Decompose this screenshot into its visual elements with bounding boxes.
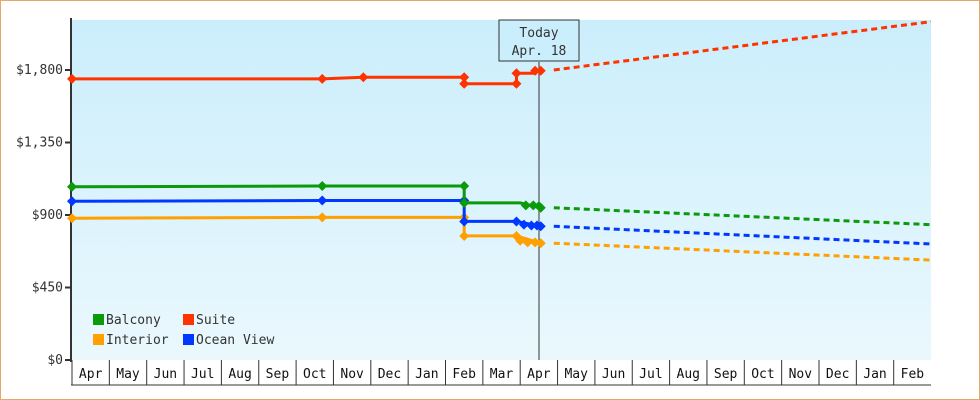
legend-label: Interior [106, 333, 169, 348]
data-point-marker[interactable] [520, 200, 531, 211]
x-tick-label: Jun [154, 367, 177, 382]
x-tick-label: Feb [901, 367, 925, 382]
series-lines [67, 20, 932, 262]
data-point-marker[interactable] [511, 68, 522, 79]
data-point-marker[interactable] [317, 212, 328, 223]
x-tick-label: Dec [378, 367, 401, 382]
x-tick-label: Nov [789, 367, 813, 382]
x-tick-label: Feb [452, 367, 476, 382]
forecast-line [553, 224, 932, 246]
today-marker: Today Apr. 18 [498, 19, 580, 360]
legend-label: Balcony [106, 313, 161, 328]
series-suite [67, 20, 932, 89]
data-point-marker[interactable] [459, 230, 470, 241]
x-tick-label: Apr [527, 367, 551, 382]
y-tick-label: $450 [32, 281, 63, 296]
data-point-marker[interactable] [317, 181, 328, 191]
data-point-marker[interactable] [459, 216, 470, 227]
data-point-marker[interactable] [511, 216, 522, 227]
x-tick-label: May [564, 367, 588, 382]
series-balcony [67, 181, 932, 227]
data-point-marker[interactable] [459, 181, 470, 191]
y-tick-label: $0 [47, 353, 63, 368]
legend-swatch [93, 334, 104, 345]
data-point-marker[interactable] [459, 78, 470, 89]
y-tick-label: $1,800 [16, 63, 63, 78]
data-point-marker[interactable] [358, 72, 369, 83]
data-point-marker[interactable] [67, 196, 77, 207]
x-tick-label: Aug [677, 367, 700, 382]
data-point-marker[interactable] [535, 202, 546, 213]
data-point-marker[interactable] [67, 213, 77, 224]
data-point-marker[interactable] [317, 195, 328, 206]
x-tick-label: Jul [191, 367, 214, 382]
forecast-line [553, 20, 932, 72]
data-point-marker[interactable] [535, 238, 546, 249]
legend-swatch [183, 314, 194, 325]
forecast-line [553, 206, 932, 227]
data-point-marker[interactable] [459, 197, 470, 208]
data-point-marker[interactable] [522, 237, 533, 248]
data-point-marker[interactable] [515, 235, 526, 246]
x-tick-label: Jan [863, 367, 886, 382]
x-tick-label: Aug [228, 367, 251, 382]
y-axis: $0 $450 $900 $1,350 $1,800 [16, 18, 72, 368]
plot-area [72, 20, 931, 360]
x-tick-label: Jan [415, 367, 438, 382]
legend-label: Ocean View [196, 333, 274, 348]
legend: Balcony Suite Interior Ocean View [93, 313, 274, 348]
legend-item-balcony[interactable]: Balcony [93, 313, 161, 328]
data-point-marker[interactable] [67, 73, 77, 84]
x-tick-label: Oct [751, 367, 774, 382]
data-point-marker[interactable] [67, 181, 77, 192]
x-tick-label: Sep [266, 367, 290, 382]
legend-item-ocean-view[interactable]: Ocean View [183, 333, 274, 348]
x-axis: Apr May Jun Jul Aug Sep Oct Nov Dec Jan Feb Mar Apr M… [71, 360, 931, 386]
forecast-line [553, 241, 932, 262]
today-label: Today [519, 26, 558, 41]
x-tick-label: Apr [79, 367, 103, 382]
x-tick-label: May [116, 367, 140, 382]
x-tick-label: Dec [826, 367, 849, 382]
data-point-marker[interactable] [526, 220, 537, 231]
y-tick-label: $900 [32, 208, 63, 223]
data-point-marker[interactable] [530, 65, 541, 76]
x-tick-label: Jul [639, 367, 662, 382]
legend-swatch [93, 314, 104, 325]
x-tick-label: Jun [602, 367, 625, 382]
data-point-marker[interactable] [459, 72, 470, 83]
series-interior [67, 212, 932, 262]
x-tick-label: Sep [714, 367, 738, 382]
x-tick-label: Oct [303, 367, 326, 382]
data-point-marker[interactable] [535, 65, 546, 76]
data-point-marker[interactable] [535, 221, 546, 232]
legend-item-suite[interactable]: Suite [183, 313, 235, 328]
y-tick-label: $1,350 [16, 136, 63, 151]
series-ocean-view [67, 195, 932, 246]
data-point-marker[interactable] [317, 73, 328, 84]
data-point-marker[interactable] [511, 78, 522, 89]
legend-label: Suite [196, 313, 235, 328]
today-date: Apr. 18 [512, 44, 567, 59]
x-tick-label: Nov [340, 367, 364, 382]
x-tick-label: Mar [490, 367, 514, 382]
legend-item-interior[interactable]: Interior [93, 333, 169, 348]
data-point-marker[interactable] [518, 219, 529, 230]
legend-swatch [183, 334, 194, 345]
